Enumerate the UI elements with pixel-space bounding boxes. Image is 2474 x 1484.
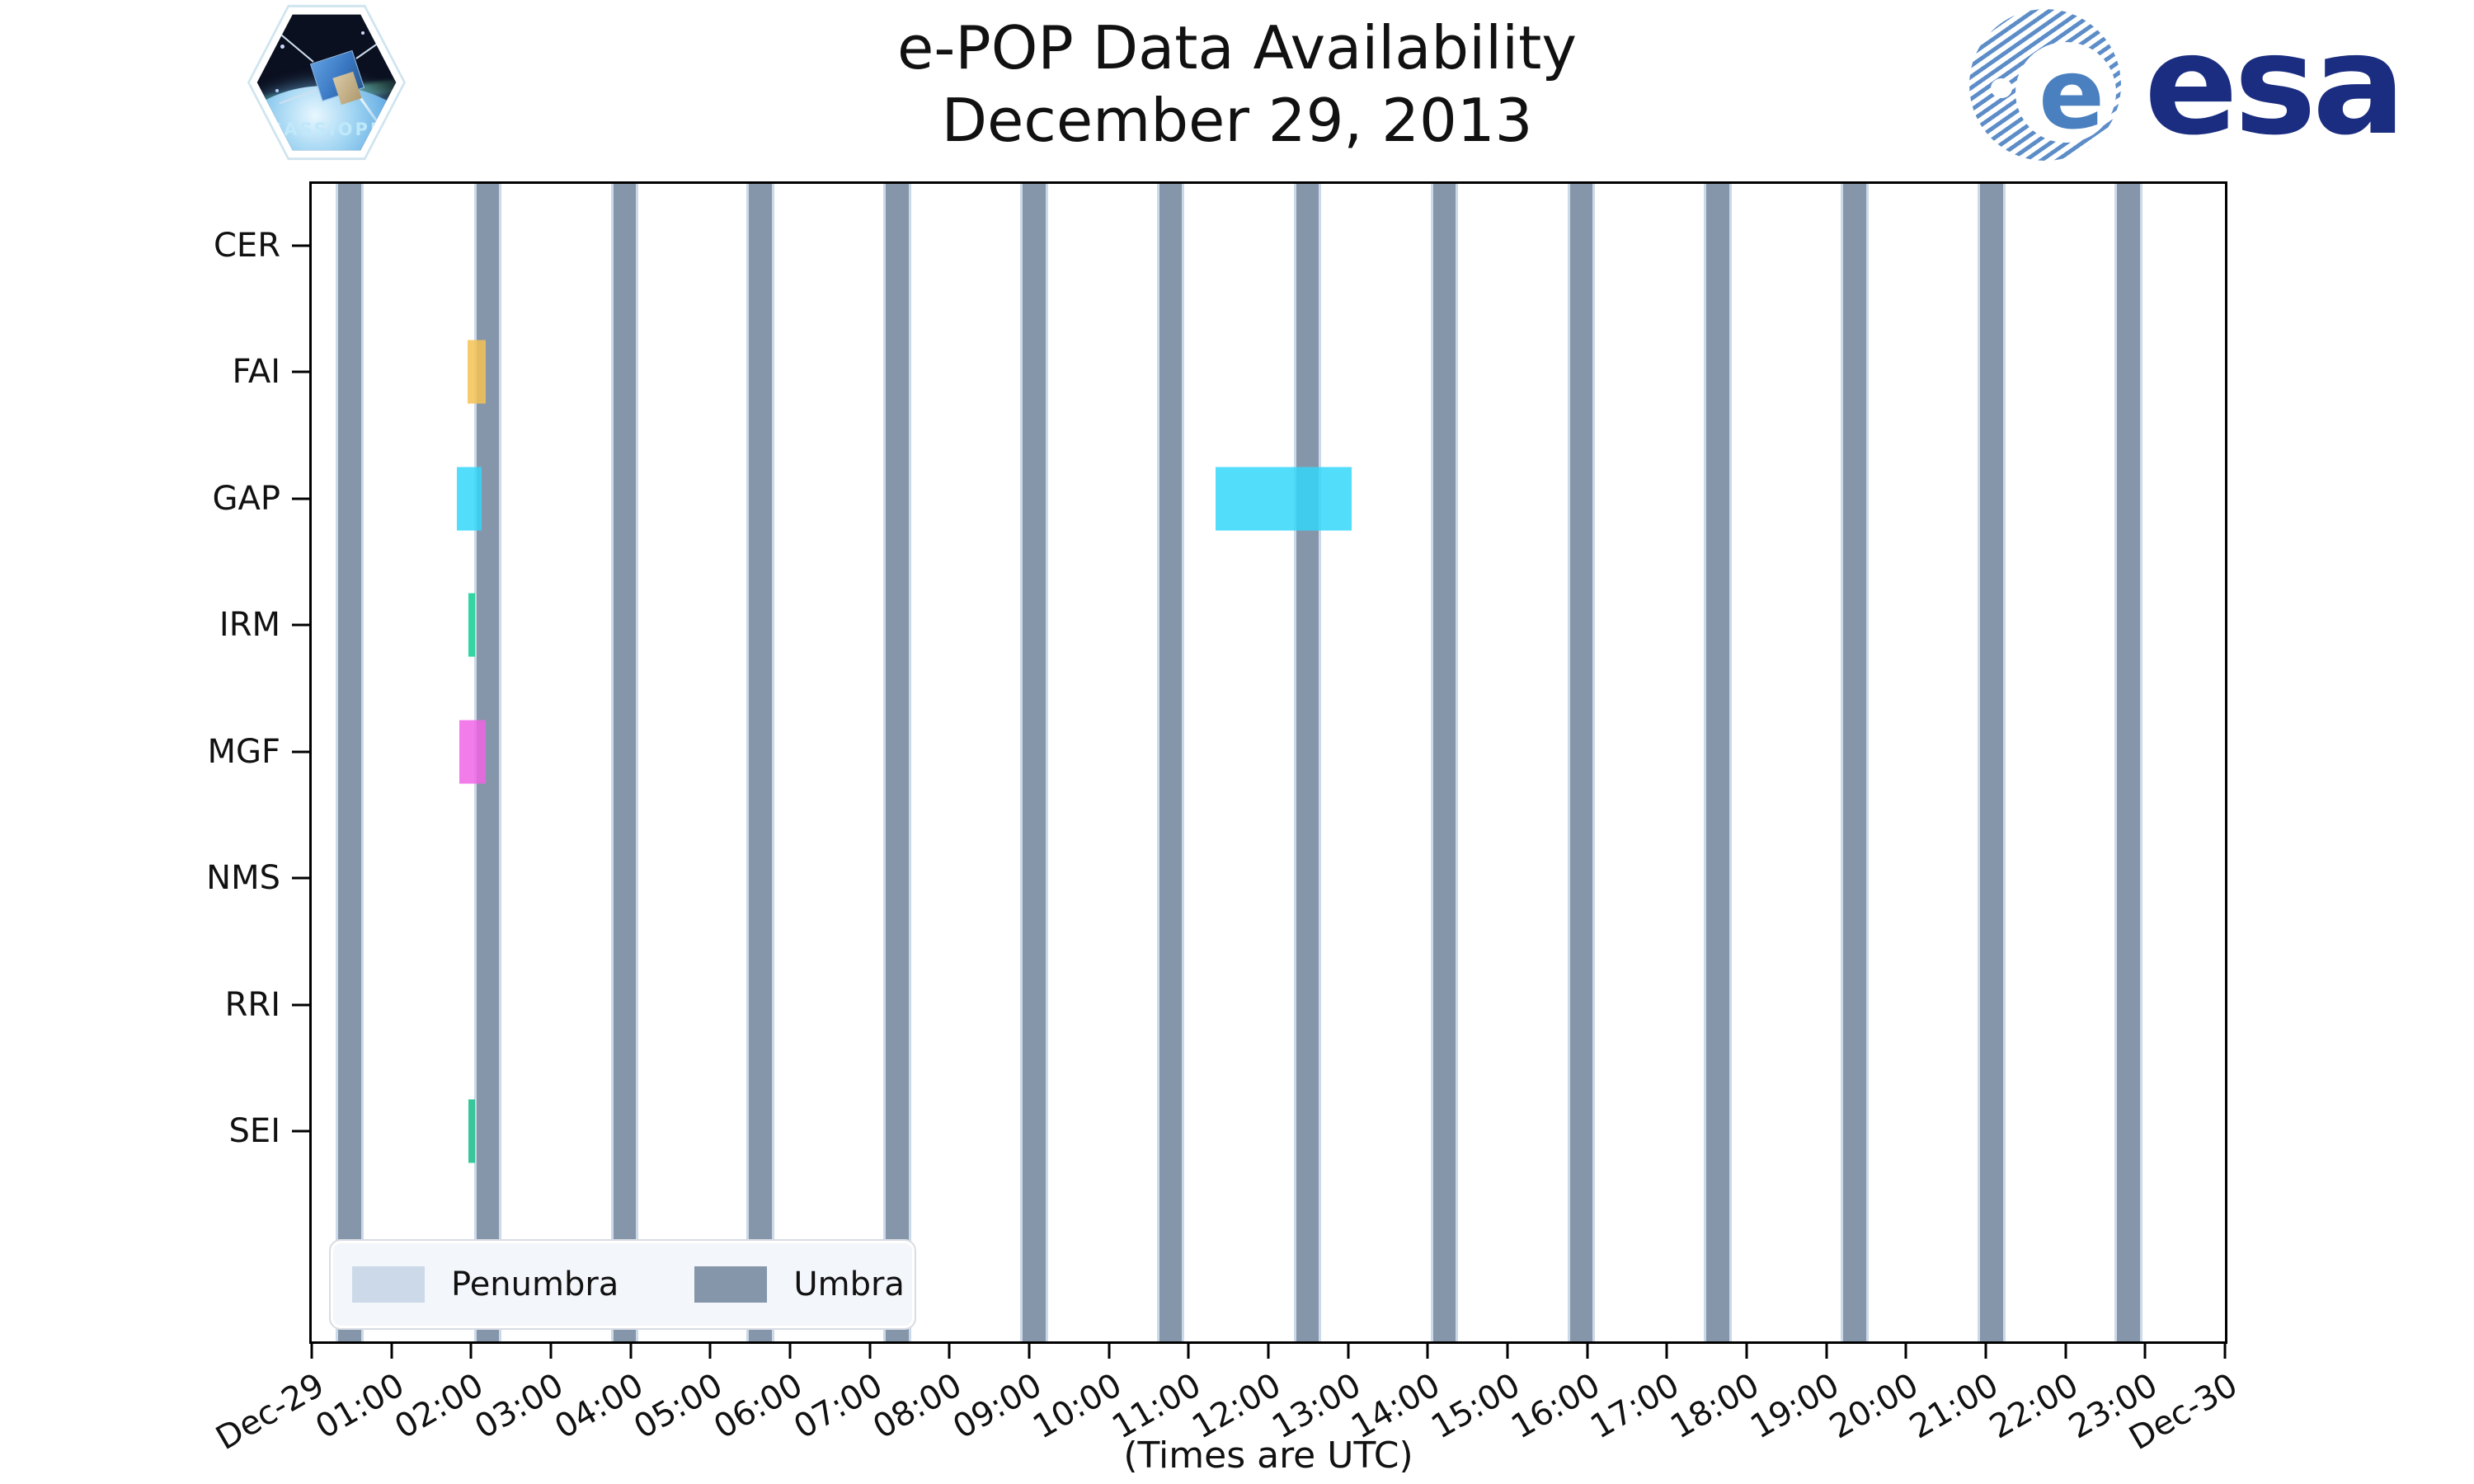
x-tick <box>1665 1341 1668 1359</box>
x-tick <box>2143 1341 2147 1359</box>
x-tick <box>1108 1341 1111 1359</box>
legend-item-umbra: Umbra <box>694 1266 905 1303</box>
umbra-bar <box>1567 184 1596 1341</box>
umbra-label: Umbra <box>793 1266 905 1303</box>
availability-bar-sei <box>468 1099 476 1163</box>
umbra-swatch <box>694 1266 768 1303</box>
availability-bar-fai <box>467 340 487 404</box>
y-label-cer: CER <box>214 226 280 265</box>
y-tick <box>292 244 309 247</box>
y-tick <box>292 1003 309 1007</box>
umbra-bar <box>1019 184 1048 1341</box>
y-tick <box>292 1129 309 1133</box>
y-tick <box>292 876 309 880</box>
esa-wordmark: esa <box>2144 4 2406 166</box>
cassiope-label: CASSIOPE <box>268 119 385 139</box>
y-label-irm: IRM <box>219 606 280 645</box>
chart-legend: Penumbra Umbra <box>329 1239 916 1330</box>
x-tick <box>868 1341 872 1359</box>
x-tick <box>948 1341 951 1359</box>
star-dot <box>275 89 279 92</box>
x-tick <box>1586 1341 1589 1359</box>
umbra-bar <box>1293 184 1322 1341</box>
y-label-gap: GAP <box>212 479 280 518</box>
legend-item-penumbra: Penumbra <box>352 1266 618 1303</box>
availability-bar-gap <box>456 467 482 531</box>
chart-subtitle: December 29, 2013 <box>941 86 1533 155</box>
x-tick <box>1187 1341 1190 1359</box>
x-tick <box>1426 1341 1429 1359</box>
umbra-bar <box>1978 184 2006 1341</box>
x-tick <box>2064 1341 2067 1359</box>
umbra-bar <box>610 184 639 1341</box>
y-label-fai: FAI <box>232 353 281 392</box>
star-dot <box>280 45 285 49</box>
availability-bar-gap <box>1215 467 1352 531</box>
x-tick <box>1347 1341 1350 1359</box>
x-tick <box>1028 1341 1031 1359</box>
x-axis-caption: (Times are UTC) <box>1123 1435 1413 1477</box>
esa-logo: e esa <box>1969 4 2406 166</box>
umbra-bar <box>336 184 364 1341</box>
umbra-bar <box>2114 184 2143 1341</box>
x-tick <box>1904 1341 1907 1359</box>
esa-globe-icon: e <box>1969 9 2121 161</box>
esa-globe-crescent <box>2015 42 2116 143</box>
umbra-bar <box>745 184 774 1341</box>
y-label-mgf: MGF <box>207 732 280 771</box>
x-tick <box>629 1341 633 1359</box>
y-label-sei: SEI <box>228 1112 280 1151</box>
esa-globe-star-dot <box>1991 78 2012 98</box>
x-tick <box>1267 1341 1270 1359</box>
y-tick <box>292 497 309 500</box>
y-tick <box>292 750 309 754</box>
y-tick <box>292 623 309 627</box>
availability-bar-mgf <box>459 720 487 784</box>
star-dot <box>361 31 365 35</box>
umbra-bar <box>1704 184 1733 1341</box>
umbra-bar <box>1841 184 1870 1341</box>
x-tick <box>1506 1341 1509 1359</box>
y-label-rri: RRI <box>224 985 280 1024</box>
x-tick <box>469 1341 473 1359</box>
x-tick <box>549 1341 553 1359</box>
x-tick <box>1984 1341 1987 1359</box>
x-tick <box>1825 1341 1828 1359</box>
chart-title-block: e-POP Data Availability December 29, 201… <box>0 12 2474 157</box>
x-tick <box>2223 1341 2227 1359</box>
y-label-nms: NMS <box>206 859 280 898</box>
chart-title: e-POP Data Availability <box>897 13 1577 82</box>
availability-bar-irm <box>468 593 476 657</box>
x-tick <box>1745 1341 1748 1359</box>
penumbra-label: Penumbra <box>451 1266 619 1303</box>
esa-globe-letter: e <box>2039 37 2105 151</box>
umbra-bar <box>1430 184 1459 1341</box>
x-tick <box>788 1341 792 1359</box>
penumbra-swatch <box>352 1266 425 1303</box>
umbra-bar <box>882 184 911 1341</box>
availability-chart-plot-area: Penumbra Umbra CER FAI GAP IRM MGF NMS RRI SEI D… <box>206 181 2244 1458</box>
y-tick <box>292 370 309 373</box>
umbra-bar <box>1156 184 1185 1341</box>
x-tick <box>708 1341 712 1359</box>
x-tick <box>390 1341 393 1359</box>
x-tick <box>310 1341 313 1359</box>
